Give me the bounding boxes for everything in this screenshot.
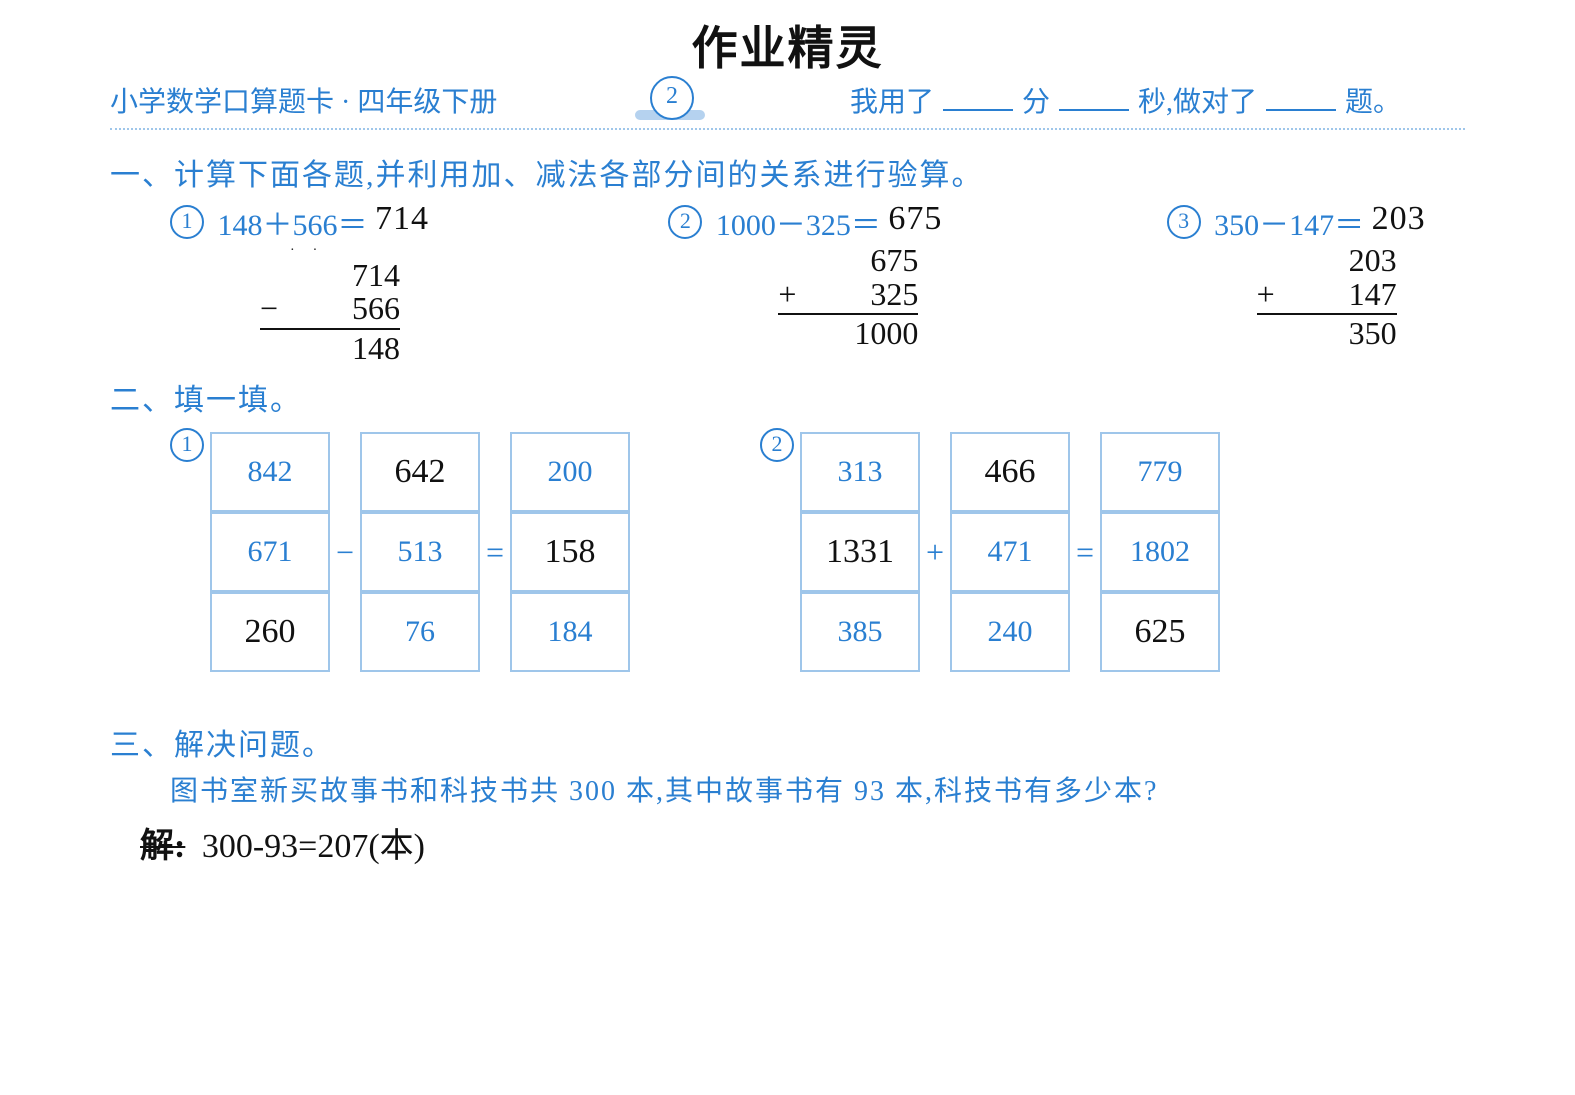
work-mid: 147: [1349, 276, 1397, 312]
work-mid-row: + 147: [1257, 278, 1397, 312]
answer-expression: 300-93=207(本): [202, 828, 425, 865]
book-title: 小学数学口算题卡 · 四年级下册: [110, 80, 497, 120]
grid-cell: 671: [210, 512, 330, 592]
answer-label: 解:: [140, 828, 185, 865]
problem-answer: 714: [375, 200, 429, 237]
grid-cell: 76: [360, 592, 480, 672]
problem-2: 2 1000－325＝ 675 675 + 325 1000: [668, 200, 966, 244]
page-header: 小学数学口算题卡 · 四年级下册 2 我用了 分 秒,做对了 题。: [110, 80, 1465, 120]
minutes-blank[interactable]: [943, 81, 1013, 111]
work-mid-row: + 325: [778, 278, 918, 312]
work-sign: +: [1257, 278, 1275, 312]
grid-cell: 184: [510, 592, 630, 672]
fill-block-2: 2 313 466 779 1331 + 471 = 1802 385 240 …: [800, 432, 1220, 672]
correct-blank[interactable]: [1266, 81, 1336, 111]
fill-block-number-icon: 2: [760, 428, 794, 462]
grid-cell: 471: [950, 512, 1070, 592]
grid-cell: 842: [210, 432, 330, 512]
header-divider: [110, 128, 1465, 130]
label-minutes: 分: [1022, 87, 1050, 118]
problem-expression: 148＋566＝: [218, 209, 368, 242]
grid-cell: 1802: [1100, 512, 1220, 592]
word-problem-text: 图书室新买故事书和科技书共 300 本,其中故事书有 93 本,科技书有多少本?: [170, 770, 1435, 815]
problem-number-icon: 2: [668, 205, 702, 239]
verification-work: ·· 714 − 566 148: [260, 244, 400, 365]
grid-cell: 260: [210, 592, 330, 672]
op-plus: +: [920, 534, 950, 571]
work-mid: 566: [352, 290, 400, 326]
problem-expression: 350－147＝: [1214, 209, 1364, 242]
problem-number-icon: 3: [1167, 205, 1201, 239]
grid-cell: 513: [360, 512, 480, 592]
problem-expression: 1000－325＝: [716, 209, 881, 242]
problem-number-icon: 1: [170, 205, 204, 239]
section-1-problems: 1 148＋566＝ 714 ·· 714 − 566 148 2 1000－3…: [170, 200, 1465, 244]
label-used: 我用了: [850, 87, 934, 118]
worksheet-page: 作业精灵 小学数学口算题卡 · 四年级下册 2 我用了 分 秒,做对了 题。 一…: [0, 0, 1575, 1095]
fill-block-1: 1 842 642 200 671 − 513 = 158 260 76 184: [210, 432, 630, 672]
section-2-title: 二、填一填。: [110, 375, 302, 419]
work-result: 350: [1257, 313, 1397, 351]
work-result: 148: [260, 328, 400, 366]
handwritten-header: 作业精灵: [0, 12, 1575, 78]
fill-grid: 313 466 779 1331 + 471 = 1802 385 240 62…: [800, 432, 1220, 672]
grid-cell: 466: [950, 432, 1070, 512]
fill-block-number-icon: 1: [170, 428, 204, 462]
grid-cell: 1331: [800, 512, 920, 592]
time-score-line: 我用了 分 秒,做对了 题。: [850, 80, 1401, 120]
verification-work: 675 + 325 1000: [778, 244, 918, 351]
grid-cell: 779: [1100, 432, 1220, 512]
grid-cell: 158: [510, 512, 630, 592]
label-seconds-correct: 秒,做对了: [1138, 87, 1257, 118]
work-top: 675: [778, 244, 918, 278]
grid-cell: 240: [950, 592, 1070, 672]
section-1-title: 一、计算下面各题,并利用加、减法各部分间的关系进行验算。: [110, 150, 984, 194]
work-top: 714: [260, 259, 400, 293]
grid-cell: 385: [800, 592, 920, 672]
grid-cell: 313: [800, 432, 920, 512]
work-sign: −: [260, 292, 278, 326]
page-number: 2: [650, 76, 694, 120]
work-top: 203: [1257, 244, 1397, 278]
seconds-blank[interactable]: [1059, 81, 1129, 111]
grid-cell: 642: [360, 432, 480, 512]
work-sign: +: [778, 278, 796, 312]
word-problem-answer: 解: 300-93=207(本): [140, 818, 425, 867]
problem-answer: 203: [1372, 200, 1426, 237]
work-result: 1000: [778, 313, 918, 351]
verification-work: 203 + 147 350: [1257, 244, 1397, 351]
label-correct-suffix: 题。: [1345, 87, 1401, 118]
problem-1: 1 148＋566＝ 714 ·· 714 − 566 148: [170, 200, 468, 244]
problem-3: 3 350－147＝ 203 203 + 147 350: [1167, 200, 1465, 244]
fill-grid: 842 642 200 671 − 513 = 158 260 76 184: [210, 432, 630, 672]
grid-cell: 625: [1100, 592, 1220, 672]
problem-answer: 675: [888, 200, 942, 237]
work-mid: 325: [870, 276, 918, 312]
op-equals: =: [480, 534, 510, 571]
op-minus: −: [330, 534, 360, 571]
work-mid-row: − 566: [260, 292, 400, 326]
grid-cell: 200: [510, 432, 630, 512]
section-3-title: 三、解决问题。: [110, 720, 334, 764]
op-equals: =: [1070, 534, 1100, 571]
